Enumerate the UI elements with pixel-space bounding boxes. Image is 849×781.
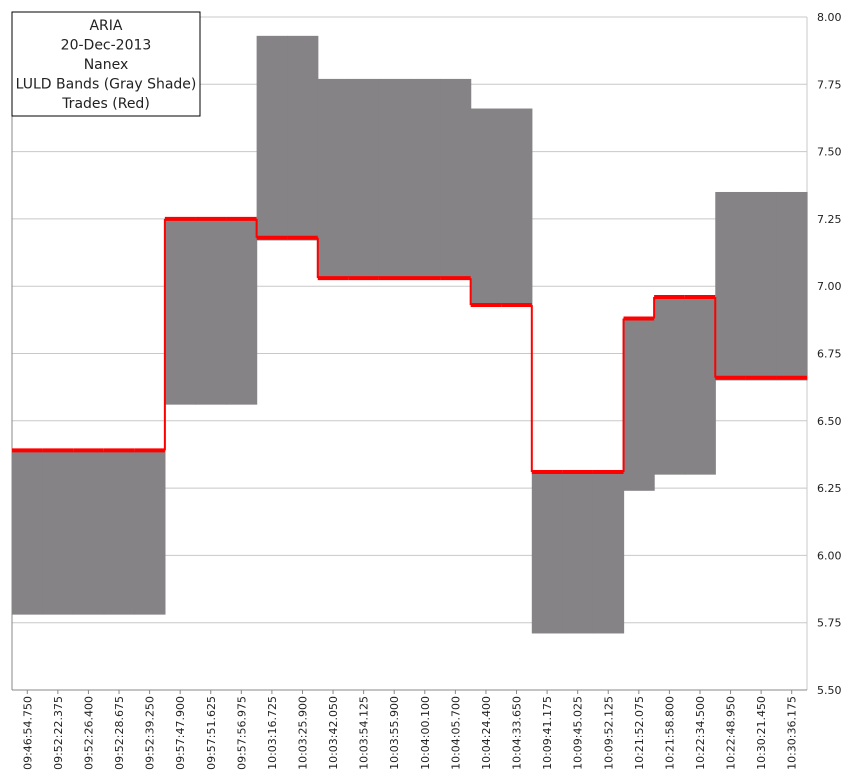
y-tick-label: 6.50: [817, 415, 842, 428]
y-tick-label: 7.25: [817, 213, 842, 226]
x-tick-label: 10:21:52.075: [633, 696, 646, 770]
y-tick-label: 5.75: [817, 617, 842, 630]
x-tick-label: 10:04:33.650: [511, 696, 524, 770]
x-tick-label: 10:30:36.175: [786, 696, 799, 770]
luld-band: [73, 450, 105, 615]
x-tick-label: 10:09:45.025: [572, 696, 585, 770]
x-tick-label: 09:52:28.675: [113, 696, 126, 770]
luld-band: [440, 78, 472, 279]
x-tick-label: 10:04:05.700: [449, 696, 462, 770]
luld-band: [715, 191, 747, 381]
x-tick-label: 10:03:55.900: [388, 696, 401, 770]
x-tick-label: 09:52:39.250: [144, 696, 157, 770]
luld-band: [348, 78, 380, 279]
x-tick-label: 10:03:42.050: [327, 696, 340, 770]
x-tick-label: 10:03:16.725: [266, 696, 279, 770]
luld-band: [134, 450, 166, 615]
y-tick-label: 6.75: [817, 348, 842, 361]
y-tick-label: 8.00: [817, 11, 842, 24]
x-tick-label: 10:21:58.800: [663, 696, 676, 770]
x-tick-label: 10:30:21.450: [755, 696, 768, 770]
x-tick-label: 10:03:54.125: [358, 696, 371, 770]
luld-band: [562, 471, 594, 634]
y-tick-label: 7.00: [817, 280, 842, 293]
luld-band: [470, 108, 502, 306]
luld-band: [12, 450, 44, 615]
luld-band: [745, 191, 778, 381]
x-tick-label: 10:04:00.100: [419, 696, 432, 770]
x-tick-label: 10:22:34.500: [694, 696, 707, 770]
luld-band: [409, 78, 441, 279]
x-tick-label: 10:03:25.900: [296, 696, 309, 770]
luld-band: [42, 450, 74, 615]
y-tick-label: 7.50: [817, 146, 842, 159]
y-tick-label: 5.50: [817, 684, 842, 697]
y-tick-label: 6.25: [817, 482, 842, 495]
luld-band: [684, 296, 716, 475]
luld-band: [531, 471, 563, 634]
luld-band: [378, 78, 411, 279]
luld-band: [226, 218, 258, 405]
luld-band: [654, 296, 686, 475]
luld-band: [776, 191, 808, 381]
y-tick-label: 7.75: [817, 78, 842, 91]
x-tick-label: 10:22:48.950: [725, 696, 738, 770]
x-tick-label: 09:52:22.375: [52, 696, 65, 770]
x-tick-label: 09:52:26.400: [82, 696, 95, 770]
x-tick-label: 10:09:41.175: [541, 696, 554, 770]
x-tick-label: 09:46:54.750: [21, 696, 34, 770]
luld-band: [501, 108, 533, 306]
luld-band: [256, 35, 288, 241]
luld-band: [195, 218, 227, 405]
luld-band: [623, 318, 655, 491]
x-tick-label: 10:09:52.125: [602, 696, 615, 770]
luld-band: [317, 78, 349, 279]
luld-band: [164, 218, 197, 405]
luld-band: [103, 450, 135, 615]
title-box: [11, 11, 201, 117]
x-tick-label: 09:57:51.625: [205, 696, 218, 770]
title-line: Trades (Red): [61, 96, 150, 112]
luld-band: [592, 471, 625, 634]
x-tick-label: 09:57:56.975: [235, 696, 248, 770]
title-line: ARIA: [89, 18, 122, 34]
luld-band: [287, 35, 319, 241]
x-tick-label: 09:57:47.900: [174, 696, 187, 770]
title-line: 20-Dec-2013: [61, 38, 152, 54]
title-line: Nanex: [84, 57, 129, 73]
title-line: LULD Bands (Gray Shade): [16, 77, 197, 93]
x-tick-label: 10:04:24.400: [480, 696, 493, 770]
y-tick-label: 6.00: [817, 549, 842, 562]
